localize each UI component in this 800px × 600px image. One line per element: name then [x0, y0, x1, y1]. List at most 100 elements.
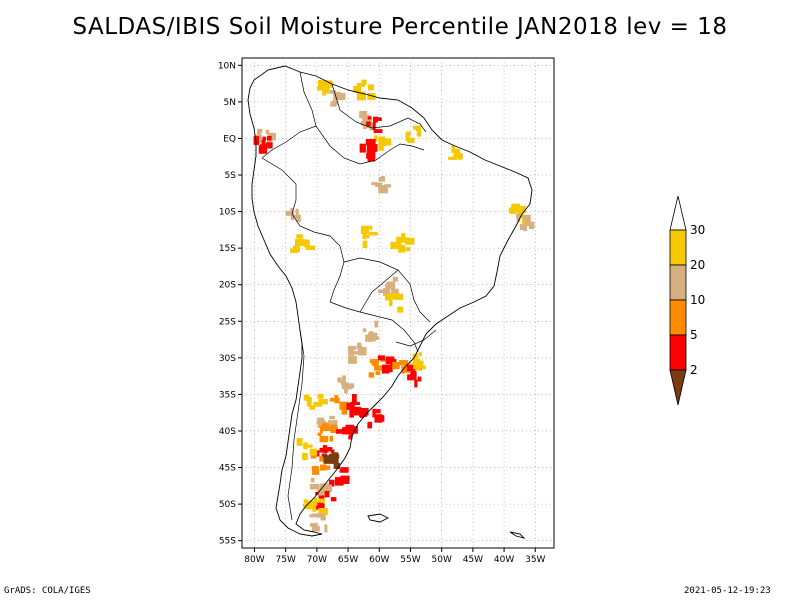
data-pixel [457, 152, 463, 160]
data-pixel [348, 435, 353, 440]
data-pixel [509, 207, 516, 214]
data-pixel [357, 342, 362, 350]
data-pixel [315, 450, 320, 457]
data-pixel [385, 283, 391, 288]
data-pixel [398, 244, 406, 253]
data-pixel [381, 175, 385, 181]
data-pixel [360, 121, 371, 126]
y-tick-label: 40S [219, 427, 236, 437]
data-cell [448, 145, 463, 160]
data-pixel [320, 464, 327, 471]
data-pixel [329, 415, 335, 420]
data-pixel [392, 276, 398, 282]
y-tick-label: EQ [223, 134, 236, 144]
data-pixel [365, 138, 376, 146]
data-pixel [349, 409, 354, 418]
data-pixel [328, 420, 338, 429]
data-pixel [310, 523, 318, 527]
data-pixel [334, 397, 340, 403]
coastline [247, 65, 533, 539]
data-pixel [361, 79, 367, 85]
data-pixel [325, 81, 333, 88]
data-pixel [318, 513, 325, 518]
data-pixel [257, 128, 263, 133]
data-pixel [336, 429, 345, 434]
data-pixel [378, 289, 389, 294]
data-pixel [329, 397, 338, 402]
colorbar-label: 20 [690, 258, 705, 272]
x-tick-label: 70W [307, 555, 327, 565]
data-pixel [328, 479, 335, 487]
data-cell [309, 513, 328, 533]
x-tick-label: 75W [276, 555, 296, 565]
data-pixel [310, 455, 316, 459]
data-pixel [290, 214, 300, 219]
data-pixel [405, 131, 411, 135]
data-pixel [337, 377, 342, 383]
data-cell [336, 424, 358, 440]
country-borders [261, 71, 437, 521]
data-cell [377, 355, 397, 374]
data-pixel [309, 514, 319, 518]
colorbar-label: 10 [690, 293, 705, 307]
data-pixel [362, 114, 371, 123]
data-cell [309, 477, 332, 498]
data-pixel [414, 379, 418, 388]
data-pixel [413, 365, 420, 370]
data-pixel [321, 423, 329, 432]
data-pixel [363, 241, 367, 245]
data-pixel [519, 223, 527, 231]
data-pixel [317, 86, 327, 91]
data-pixel [390, 241, 399, 250]
data-pixel [320, 487, 324, 493]
data-pixel [359, 110, 368, 119]
data-pixel [390, 288, 399, 296]
data-cell [329, 394, 350, 415]
data-pixel [389, 299, 393, 307]
data-pixel [309, 405, 316, 410]
data-cell [303, 497, 328, 516]
data-pixel [358, 413, 367, 417]
y-tick-label: 20S [219, 281, 236, 291]
data-pixel [391, 358, 397, 363]
data-pixel [393, 293, 404, 300]
data-pixel [341, 382, 349, 387]
y-tick-label: 30S [219, 354, 236, 364]
data-pixel [516, 216, 521, 222]
data-cell [328, 467, 350, 487]
data-pixel [400, 237, 410, 243]
data-pixel [337, 92, 346, 100]
grid-lines [242, 58, 554, 548]
data-pixel [311, 525, 320, 532]
data-pixel [348, 347, 355, 356]
data-cell [390, 233, 415, 253]
data-pixel [307, 396, 312, 403]
data-pixel [304, 239, 310, 248]
data-pixel [353, 408, 362, 413]
data-pixel [420, 360, 424, 369]
data-pixel [367, 153, 375, 162]
data-pixel [405, 237, 415, 245]
data-pixel [368, 115, 372, 125]
data-pixel [367, 421, 373, 429]
data-pixel [378, 185, 388, 194]
data-pixel [296, 214, 301, 223]
data-pixel [257, 132, 262, 140]
data-pixel [317, 80, 328, 89]
data-pixel [295, 242, 300, 249]
data-pixel [386, 294, 392, 300]
data-pixel [390, 360, 394, 369]
data-pixel [317, 489, 326, 498]
y-tick-label: 10N [218, 61, 236, 71]
data-pixel [296, 438, 303, 446]
data-pixel [290, 248, 298, 253]
data-pixel [396, 236, 402, 246]
y-axis-ticks: 10N 5N EQ 5S 10S 15S 20S 25S 30S 35S 40S 45S 50S 55S [218, 61, 242, 547]
data-cell [358, 408, 385, 429]
x-tick-label: 80W [244, 555, 264, 565]
data-pixel [369, 225, 373, 230]
data-pixel [385, 356, 395, 365]
data-cell [405, 125, 422, 144]
data-cell [347, 342, 367, 364]
